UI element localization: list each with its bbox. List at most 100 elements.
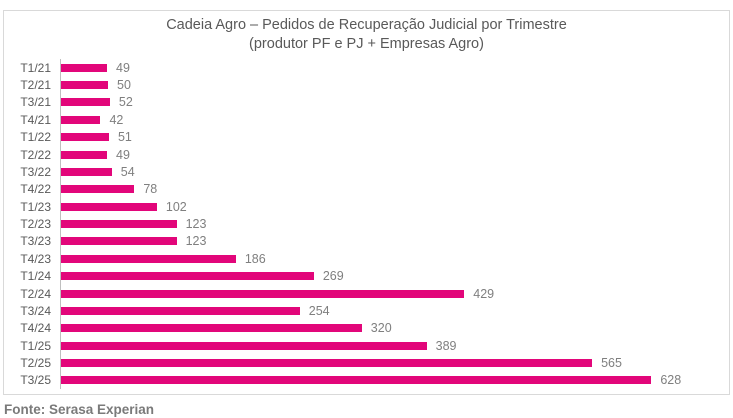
bar-row: T4/22 78 — [4, 180, 719, 198]
bar-row: T1/24 269 — [4, 267, 719, 285]
bar-track: 49 — [60, 59, 719, 77]
value-label: 320 — [370, 321, 392, 336]
bar-track: 123 — [60, 215, 719, 233]
category-label: T4/24 — [20, 321, 51, 336]
value-label: 389 — [435, 338, 457, 353]
category-label: T2/21 — [20, 78, 51, 93]
bar-row: T3/24 254 — [4, 302, 719, 320]
bar-track: 52 — [60, 93, 719, 112]
bar-row: T1/23 102 — [4, 198, 719, 216]
value-label: 254 — [308, 303, 330, 318]
chart-frame: Cadeia Agro – Pedidos de Recuperação Jud… — [3, 10, 730, 395]
category-label: T4/22 — [20, 182, 51, 197]
bar-track: 269 — [60, 267, 719, 285]
bar — [61, 202, 157, 211]
bar-row: T3/22 54 — [4, 163, 719, 181]
bar-track: 320 — [60, 319, 719, 337]
category-label: T2/25 — [20, 356, 51, 371]
category-label: T1/22 — [20, 130, 51, 145]
bar-row: T3/23 123 — [4, 232, 719, 251]
category-label: T4/23 — [20, 251, 51, 266]
bar — [61, 220, 177, 229]
bar-track: 78 — [60, 180, 719, 198]
bar — [61, 150, 108, 159]
value-label: 102 — [165, 199, 187, 214]
category-label: T3/24 — [20, 303, 51, 318]
bar-row: T2/24 429 — [4, 284, 719, 303]
category-label: T3/21 — [20, 95, 51, 110]
bar-track: 50 — [60, 76, 719, 94]
bar-track: 254 — [60, 302, 719, 320]
value-label: 429 — [473, 286, 495, 301]
bar — [61, 167, 112, 176]
chart-title-block: Cadeia Agro – Pedidos de Recuperação Jud… — [4, 11, 729, 54]
value-label: 42 — [109, 112, 124, 127]
chart-title: Cadeia Agro – Pedidos de Recuperação Jud… — [166, 17, 567, 33]
bar-row: T4/24 320 — [4, 319, 719, 337]
bar-row: T2/21 50 — [4, 76, 719, 94]
bar-row: T2/23 123 — [4, 215, 719, 233]
bar — [61, 359, 593, 368]
bar-row: T4/23 186 — [4, 250, 719, 268]
category-label: T3/25 — [20, 373, 51, 388]
bar-track: 49 — [60, 145, 719, 164]
bar-row: T3/21 52 — [4, 93, 719, 112]
bar — [61, 324, 362, 333]
bar-row: T2/22 49 — [4, 145, 719, 164]
bar — [61, 98, 110, 107]
value-label: 51 — [117, 130, 132, 145]
bar — [61, 376, 652, 385]
bar — [61, 81, 108, 90]
bar-track: 51 — [60, 128, 719, 146]
bar — [61, 133, 109, 142]
category-label: T1/23 — [20, 199, 51, 214]
plot-area: T1/21 49 T2/21 50 T3/21 52 T4/21 42 T1/2… — [4, 59, 719, 390]
value-label: 49 — [116, 60, 130, 75]
bar — [61, 185, 135, 194]
value-label: 78 — [143, 182, 158, 197]
bar-row: T1/25 389 — [4, 337, 719, 355]
bar-row: T3/25 628 — [4, 371, 719, 390]
category-label: T2/22 — [20, 147, 51, 162]
category-label: T1/25 — [20, 338, 51, 353]
bar-track: 429 — [60, 284, 719, 303]
bar-track: 628 — [60, 371, 719, 390]
category-label: T2/24 — [20, 286, 51, 301]
chart-subtitle: (produtor PF e PJ + Empresas Agro) — [249, 36, 484, 52]
bar — [61, 254, 236, 263]
bar-track: 102 — [60, 198, 719, 216]
bar-row: T4/21 42 — [4, 111, 719, 129]
bar-track: 389 — [60, 337, 719, 355]
bar-track: 565 — [60, 354, 719, 372]
category-label: T1/21 — [20, 60, 51, 75]
bar-row: T1/22 51 — [4, 128, 719, 146]
value-label: 50 — [117, 78, 131, 93]
value-label: 52 — [118, 95, 133, 110]
value-label: 186 — [244, 251, 266, 266]
source-text: Fonte: Serasa Experian — [4, 402, 155, 417]
value-label: 123 — [185, 217, 207, 232]
bar — [61, 63, 108, 72]
bar-track: 123 — [60, 232, 719, 251]
bar — [61, 306, 300, 315]
value-label: 49 — [116, 147, 130, 162]
value-label: 54 — [120, 164, 135, 179]
bar — [61, 272, 314, 281]
bar-track: 54 — [60, 163, 719, 181]
bar-track: 186 — [60, 250, 719, 268]
bar — [61, 115, 101, 124]
bar — [61, 289, 465, 298]
value-label: 269 — [322, 269, 344, 284]
bar — [61, 341, 427, 350]
category-label: T2/23 — [20, 217, 51, 232]
bar — [61, 237, 177, 246]
bar-row: T2/25 565 — [4, 354, 719, 372]
category-label: T3/22 — [20, 164, 51, 179]
category-label: T4/21 — [20, 112, 51, 127]
bar-track: 42 — [60, 111, 719, 129]
value-label: 123 — [185, 234, 207, 249]
category-label: T1/24 — [20, 269, 51, 284]
value-label: 628 — [660, 373, 682, 388]
category-label: T3/23 — [20, 234, 51, 249]
